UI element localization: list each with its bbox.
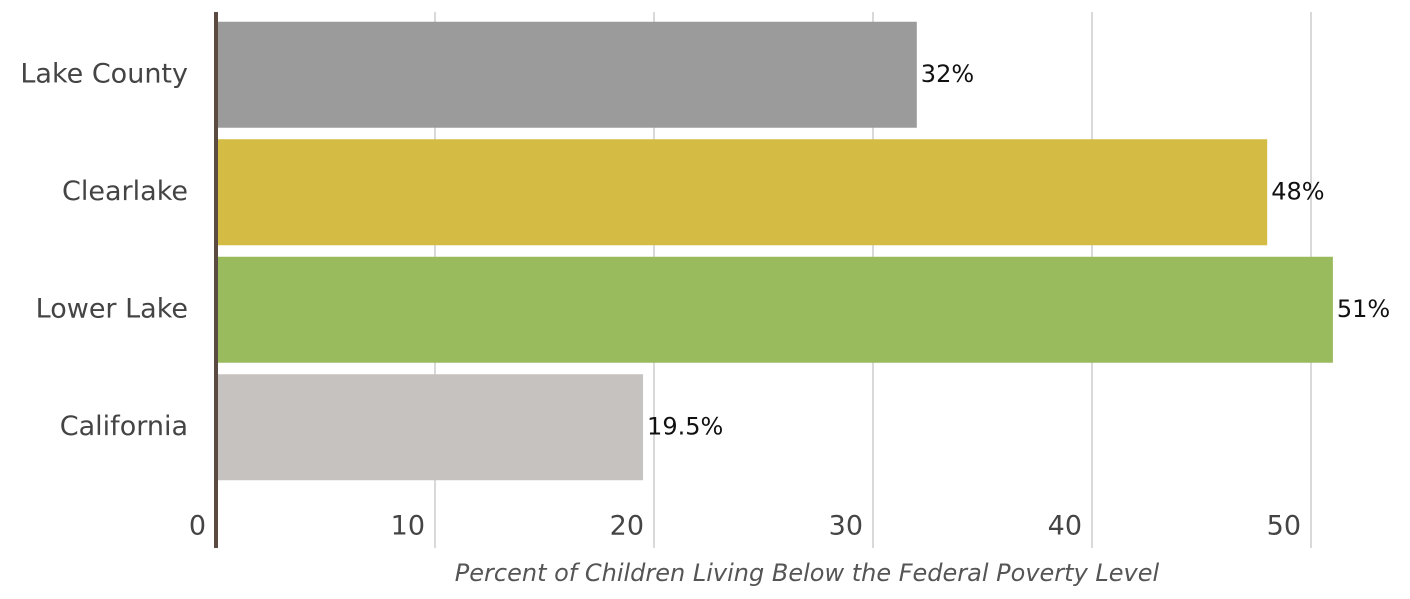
category-label: Lake County [20, 58, 188, 89]
x-tick-label: 50 [1267, 511, 1301, 542]
value-label: 32% [921, 60, 974, 88]
x-tick-label: 10 [391, 511, 425, 542]
category-label: Clearlake [62, 176, 188, 207]
value-label: 19.5% [647, 412, 723, 440]
bar [216, 21, 917, 128]
x-tick-label: 20 [610, 511, 644, 542]
x-tick-label: 30 [829, 511, 863, 542]
value-label: 51% [1337, 295, 1390, 323]
category-label: Lower Lake [36, 293, 188, 324]
x-tick-label: 40 [1048, 511, 1082, 542]
bar [216, 139, 1268, 246]
category-label: California [60, 411, 188, 442]
bar [216, 256, 1333, 363]
value-label: 48% [1271, 177, 1324, 205]
x-tick-label: 0 [189, 511, 206, 542]
x-axis-label: Percent of Children Living Below the Fed… [455, 559, 1160, 587]
bar [216, 374, 644, 481]
